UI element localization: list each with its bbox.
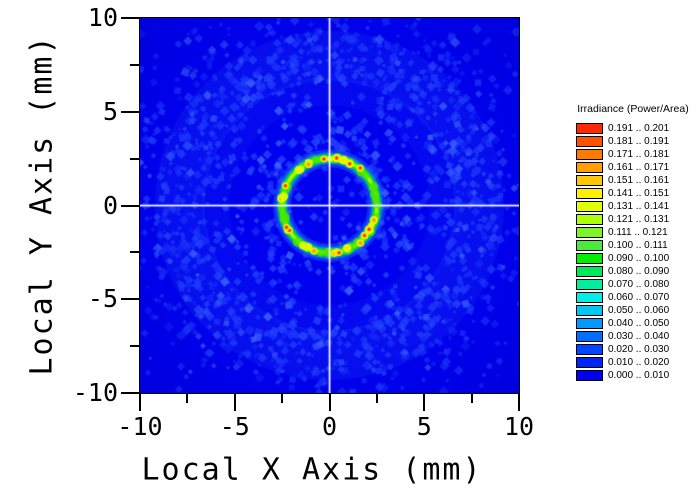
legend-range-label: 0.050 .. 0.060 (608, 305, 670, 316)
legend-row: 0.181 .. 0.191 (576, 135, 700, 148)
legend-color-swatch (576, 136, 603, 147)
x-minor-tick (186, 394, 189, 403)
legend-row: 0.151 .. 0.161 (576, 174, 700, 187)
legend-row: 0.141 .. 0.151 (576, 187, 700, 200)
legend-range-label: 0.000 .. 0.010 (608, 370, 670, 381)
plot-frame (139, 17, 520, 394)
legend-row: 0.040 .. 0.050 (576, 317, 700, 330)
y-minor-tick (130, 157, 139, 160)
legend-color-swatch (576, 318, 603, 329)
legend-color-swatch (576, 188, 603, 199)
y-major-tick (121, 392, 139, 394)
legend-range-label: 0.090 .. 0.100 (608, 253, 670, 264)
x-major-tick (328, 394, 331, 411)
legend-range-label: 0.060 .. 0.070 (608, 292, 670, 303)
x-major-tick (233, 394, 236, 411)
y-major-tick (121, 204, 139, 207)
x-tick-label: 5 (416, 412, 432, 441)
legend-row: 0.000 .. 0.010 (576, 369, 700, 382)
x-tick-label: -5 (219, 412, 250, 441)
legend-color-swatch (576, 370, 603, 381)
legend-color-swatch (576, 292, 603, 303)
x-tick-label: 0 (321, 412, 338, 441)
legend-range-label: 0.181 .. 0.191 (608, 136, 670, 147)
y-tick-label: 10 (87, 3, 118, 32)
legend-color-swatch (576, 344, 603, 355)
legend-row: 0.131 .. 0.141 (576, 200, 700, 213)
legend-row: 0.030 .. 0.040 (576, 330, 700, 343)
legend-color-swatch (576, 201, 603, 212)
x-major-tick (518, 394, 520, 411)
legend-row: 0.080 .. 0.090 (576, 265, 700, 278)
legend-range-label: 0.161 .. 0.171 (608, 162, 670, 173)
x-major-tick (423, 394, 426, 411)
legend-row: 0.171 .. 0.181 (576, 148, 700, 161)
legend-row: 0.020 .. 0.030 (576, 343, 700, 356)
y-tick-label: -5 (87, 284, 118, 314)
legend-range-label: 0.010 .. 0.020 (608, 357, 670, 368)
y-minor-tick (130, 63, 139, 66)
legend-color-swatch (576, 266, 603, 277)
legend-range-label: 0.080 .. 0.090 (608, 266, 670, 277)
legend-color-swatch (576, 279, 603, 290)
legend-row: 0.070 .. 0.080 (576, 278, 700, 291)
legend-range-label: 0.171 .. 0.181 (608, 149, 670, 160)
legend-color-swatch (576, 162, 603, 173)
legend-color-swatch (576, 149, 603, 160)
x-tick-label: 10 (503, 412, 535, 441)
legend-color-swatch (576, 253, 603, 264)
legend-row: 0.111 .. 0.121 (576, 226, 700, 239)
legend-color-swatch (576, 305, 603, 316)
y-major-tick (121, 17, 139, 19)
legend: Irradiance (Power/Area) 0.191 .. 0.201 0.… (563, 103, 700, 382)
y-tick-label: 5 (102, 96, 118, 126)
legend-range-label: 0.020 .. 0.030 (608, 344, 670, 355)
legend-range-label: 0.111 .. 0.121 (608, 227, 668, 238)
y-minor-tick (130, 345, 139, 348)
x-axis-title: Local X Axis (mm) (141, 452, 483, 488)
legend-range-label: 0.070 .. 0.080 (608, 279, 670, 290)
x-minor-tick (470, 394, 473, 403)
legend-row: 0.010 .. 0.020 (576, 356, 700, 369)
x-major-tick (139, 394, 141, 411)
y-major-tick (121, 110, 139, 113)
legend-color-swatch (576, 240, 603, 251)
y-major-tick (121, 298, 139, 301)
legend-range-label: 0.151 .. 0.161 (608, 175, 670, 186)
legend-title: Irradiance (Power/Area) (577, 103, 689, 115)
legend-row: 0.100 .. 0.111 (576, 239, 700, 252)
y-tick-label: -10 (72, 378, 118, 407)
legend-range-label: 0.040 .. 0.050 (608, 318, 670, 329)
legend-range-label: 0.121 .. 0.131 (608, 214, 670, 225)
legend-row: 0.161 .. 0.171 (576, 161, 700, 174)
legend-row: 0.191 .. 0.201 (576, 122, 700, 135)
legend-color-swatch (576, 214, 603, 225)
irradiance-map-canvas[interactable] (140, 18, 519, 393)
legend-row: 0.050 .. 0.060 (576, 304, 700, 317)
legend-color-swatch (576, 175, 603, 186)
legend-color-swatch (576, 227, 603, 238)
x-tick-label: -10 (117, 412, 163, 441)
legend-color-swatch (576, 123, 603, 134)
legend-range-label: 0.141 .. 0.151 (608, 188, 670, 199)
legend-range-label: 0.191 .. 0.201 (608, 123, 670, 134)
legend-rows: 0.191 .. 0.201 0.181 .. 0.191 0.171 .. 0.1… (576, 122, 700, 382)
legend-row: 0.090 .. 0.100 (576, 252, 700, 265)
legend-color-swatch (576, 357, 603, 368)
y-minor-tick (130, 251, 139, 254)
legend-range-label: 0.100 .. 0.111 (608, 240, 668, 251)
legend-color-swatch (576, 331, 603, 342)
y-tick-label: 0 (102, 190, 118, 220)
legend-row: 0.121 .. 0.131 (576, 213, 700, 226)
legend-range-label: 0.030 .. 0.040 (608, 331, 670, 342)
x-minor-tick (375, 394, 378, 403)
legend-row: 0.060 .. 0.070 (576, 291, 700, 304)
legend-range-label: 0.131 .. 0.141 (608, 201, 670, 212)
x-minor-tick (281, 394, 284, 403)
